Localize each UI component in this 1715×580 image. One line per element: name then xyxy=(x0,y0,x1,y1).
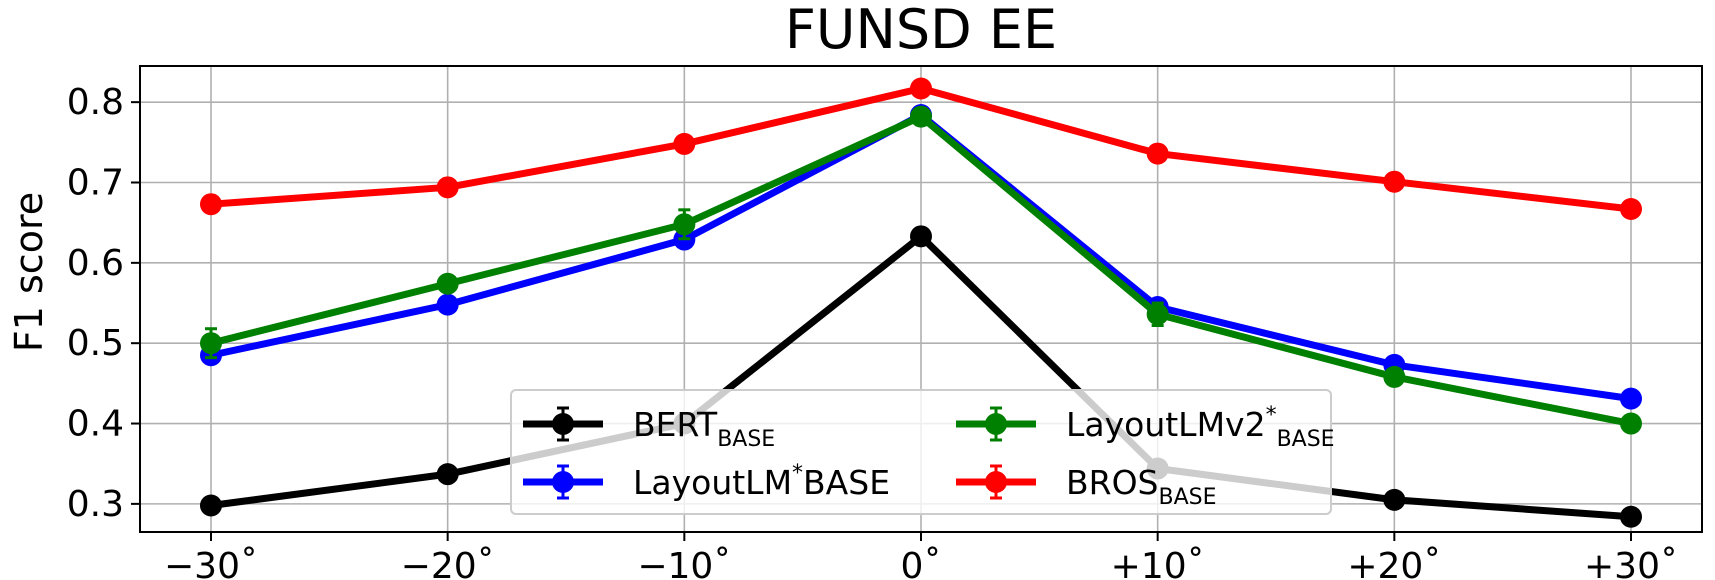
data-point xyxy=(1620,387,1642,410)
legend-marker xyxy=(552,471,574,493)
legend-label: LayoutLMv2*BASE xyxy=(1066,403,1335,452)
legend-entry-bert: BERTBASE xyxy=(523,405,775,452)
series-bros xyxy=(200,77,1642,221)
legend-marker xyxy=(985,413,1007,435)
data-point xyxy=(673,213,696,236)
data-point xyxy=(1146,303,1169,326)
data-point xyxy=(436,463,459,486)
x-tick-label: −10˚ xyxy=(637,546,731,580)
data-point xyxy=(1146,142,1169,165)
y-tick-label: 0.8 xyxy=(67,82,124,123)
data-point xyxy=(200,494,222,517)
data-point xyxy=(436,293,459,316)
legend-box xyxy=(510,389,1332,515)
series-layer xyxy=(200,77,1642,528)
y-tick-label: 0.4 xyxy=(67,404,124,445)
legend: BERTBASE LayoutLMv2*BASE LayoutLM*BASE BROS… xyxy=(510,389,1335,515)
data-point xyxy=(673,132,696,155)
legend-label: LayoutLM*BASE xyxy=(633,461,890,502)
x-tick-label: +10˚ xyxy=(1111,546,1205,580)
data-point xyxy=(436,176,459,199)
data-point xyxy=(436,272,459,295)
legend-entry-layoutlm: LayoutLM*BASE xyxy=(523,461,890,502)
data-point xyxy=(1620,198,1642,221)
y-tick-label: 0.6 xyxy=(67,243,124,284)
chart-title: FUNSD EE xyxy=(785,0,1057,61)
legend-entry-layoutlmv2: LayoutLMv2*BASE xyxy=(956,403,1335,452)
x-tick-label: −30˚ xyxy=(164,546,258,580)
legend-label: BERTBASE xyxy=(633,405,775,452)
legend-label: BROSBASE xyxy=(1066,463,1217,510)
data-point xyxy=(1383,365,1406,388)
data-point xyxy=(910,77,932,100)
legend-entry-bros: BROSBASE xyxy=(956,463,1217,510)
legend-marker xyxy=(552,413,574,435)
x-tick-label: 0˚ xyxy=(901,546,942,580)
data-point xyxy=(910,225,932,248)
data-point xyxy=(200,193,222,216)
data-point xyxy=(910,105,932,128)
x-tick-label: −20˚ xyxy=(401,546,495,580)
legend-marker xyxy=(985,471,1007,493)
y-tick-label: 0.7 xyxy=(67,163,124,204)
data-point xyxy=(1383,488,1406,511)
series-layoutlmv2 xyxy=(200,105,1642,435)
y-axis-label: F1 score xyxy=(7,192,51,352)
data-point xyxy=(1383,170,1406,193)
series-bert xyxy=(200,225,1642,528)
x-tick-label: +30˚ xyxy=(1584,546,1678,580)
x-tick-label: +20˚ xyxy=(1347,546,1441,580)
data-point xyxy=(1620,505,1642,528)
ticks: −30˚ −20˚ −10˚ 0˚ +10˚ +20˚ +30˚ 0.3 0.4 0.5 0.6 0.… xyxy=(67,82,1678,580)
y-tick-label: 0.5 xyxy=(67,323,124,364)
data-point xyxy=(1620,412,1642,435)
y-tick-label: 0.3 xyxy=(67,484,124,525)
data-point xyxy=(200,332,222,355)
